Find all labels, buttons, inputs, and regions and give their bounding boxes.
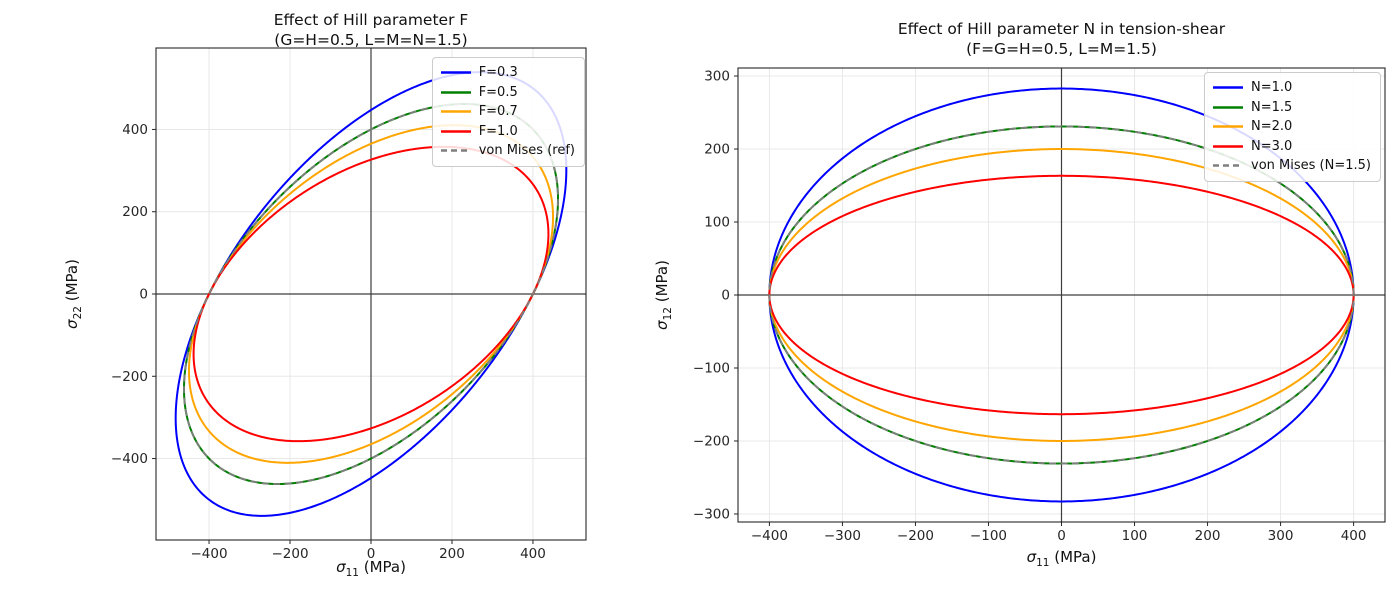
legend-label: N=3.0 xyxy=(1251,138,1293,154)
y-tick-label: −100 xyxy=(693,360,730,376)
legend-line-sample xyxy=(1213,164,1244,168)
y-tick-label: −200 xyxy=(111,369,148,385)
y-tick-label: 400 xyxy=(122,122,148,138)
legend-label: F=0.5 xyxy=(478,84,518,100)
x-tick-label: −200 xyxy=(897,528,934,544)
x-tick-label: 400 xyxy=(1341,528,1367,544)
legend-line-sample xyxy=(1213,125,1244,129)
y-tick-label: 200 xyxy=(122,204,148,220)
axis-unit: (MPa) xyxy=(358,558,406,576)
legend-label: N=2.0 xyxy=(1251,119,1293,134)
left-plot-title-line2: (G=H=0.5, L=M=N=1.5) xyxy=(274,31,468,49)
y-tick-label: 300 xyxy=(704,69,730,85)
sigma-subscript: 11 xyxy=(345,567,359,579)
legend-item: F=0.3 xyxy=(440,64,575,82)
legend-line-sample xyxy=(1213,86,1244,90)
right-plot-title-line2: (F=G=H=0.5, L=M=1.5) xyxy=(966,40,1157,58)
x-tick-label: −400 xyxy=(190,546,227,562)
legend-line-sample xyxy=(440,149,471,153)
sigma-subscript: 12 xyxy=(662,307,674,321)
left-yaxis-label: σ22 (MPa) xyxy=(62,144,84,444)
y-tick-label: 0 xyxy=(139,287,148,303)
y-tick-label: 200 xyxy=(704,142,730,158)
sigma-symbol: σ xyxy=(1026,548,1037,566)
x-tick-label: 0 xyxy=(1057,528,1066,544)
legend-line-sample xyxy=(440,110,471,114)
x-tick-label: 200 xyxy=(1195,528,1221,544)
right-yaxis-label: σ12 (MPa) xyxy=(652,145,674,445)
legend-line-sample xyxy=(440,90,471,94)
right-legend: N=1.0 N=1.5 N=2.0 N=3.0 von Mises (N=1.5) xyxy=(1204,72,1381,182)
left-xaxis-label: σ11 (MPa) xyxy=(156,558,586,579)
right-plot-title: Effect of Hill parameter N in tension-sh… xyxy=(738,19,1385,59)
legend-label: von Mises (ref) xyxy=(478,143,575,158)
legend-label: F=0.3 xyxy=(478,65,518,80)
legend-item: von Mises (ref) xyxy=(440,142,575,160)
legend-label: F=0.7 xyxy=(478,104,518,119)
legend-label: F=1.0 xyxy=(478,123,518,139)
legend-line-sample xyxy=(440,71,471,75)
x-tick-label: 100 xyxy=(1122,528,1148,544)
legend-item: N=2.0 xyxy=(1213,118,1371,136)
x-tick-label: 0 xyxy=(367,546,376,562)
left-legend: F=0.3 F=0.5 F=0.7 F=1.0 von Mises (ref) xyxy=(431,57,585,167)
y-tick-label: −200 xyxy=(693,433,730,449)
y-tick-label: −300 xyxy=(693,506,730,522)
y-tick-label: 0 xyxy=(721,288,730,304)
sigma-symbol: σ xyxy=(63,319,81,329)
legend-item: F=1.0 xyxy=(440,123,575,141)
sigma-subscript: 22 xyxy=(72,306,84,320)
legend-label: von Mises (N=1.5) xyxy=(1251,158,1371,173)
x-tick-label: 200 xyxy=(439,546,465,562)
legend-item: von Mises (N=1.5) xyxy=(1213,157,1371,175)
legend-item: N=1.0 xyxy=(1213,79,1371,97)
sigma-symbol: σ xyxy=(336,558,346,576)
left-plot-title-line1: Effect of Hill parameter F xyxy=(273,11,469,29)
x-tick-label: −200 xyxy=(271,546,308,562)
legend-item: F=0.5 xyxy=(440,84,575,102)
x-tick-label: −100 xyxy=(970,528,1007,544)
x-tick-label: −400 xyxy=(751,528,788,544)
y-tick-label: −400 xyxy=(111,451,148,467)
legend-line-sample xyxy=(1213,105,1244,109)
left-plot-title: Effect of Hill parameter F (G=H=0.5, L=M… xyxy=(156,10,586,50)
right-xaxis-label: σ11 (MPa) xyxy=(738,548,1385,569)
legend-label: N=1.5 xyxy=(1251,99,1293,115)
x-tick-label: 400 xyxy=(520,546,546,562)
legend-item: N=3.0 xyxy=(1213,138,1371,156)
y-tick-label: 100 xyxy=(704,215,730,231)
legend-item: N=1.5 xyxy=(1213,99,1371,117)
axis-unit: (MPa) xyxy=(63,259,81,307)
legend-line-sample xyxy=(1213,144,1244,148)
legend-label: N=1.0 xyxy=(1251,80,1293,95)
axis-unit: (MPa) xyxy=(1049,548,1097,566)
legend-line-sample xyxy=(440,129,471,133)
sigma-symbol: σ xyxy=(653,320,671,330)
axis-unit: (MPa) xyxy=(653,260,671,308)
x-tick-label: −300 xyxy=(824,528,861,544)
x-tick-label: 300 xyxy=(1268,528,1294,544)
hill-F-plot: −400 −200 0 200 400 −400 −200 0 200 400 xyxy=(111,47,587,562)
right-plot-title-line1: Effect of Hill parameter N in tension-sh… xyxy=(897,20,1226,38)
sigma-subscript: 11 xyxy=(1036,557,1050,569)
legend-item: F=0.7 xyxy=(440,103,575,121)
